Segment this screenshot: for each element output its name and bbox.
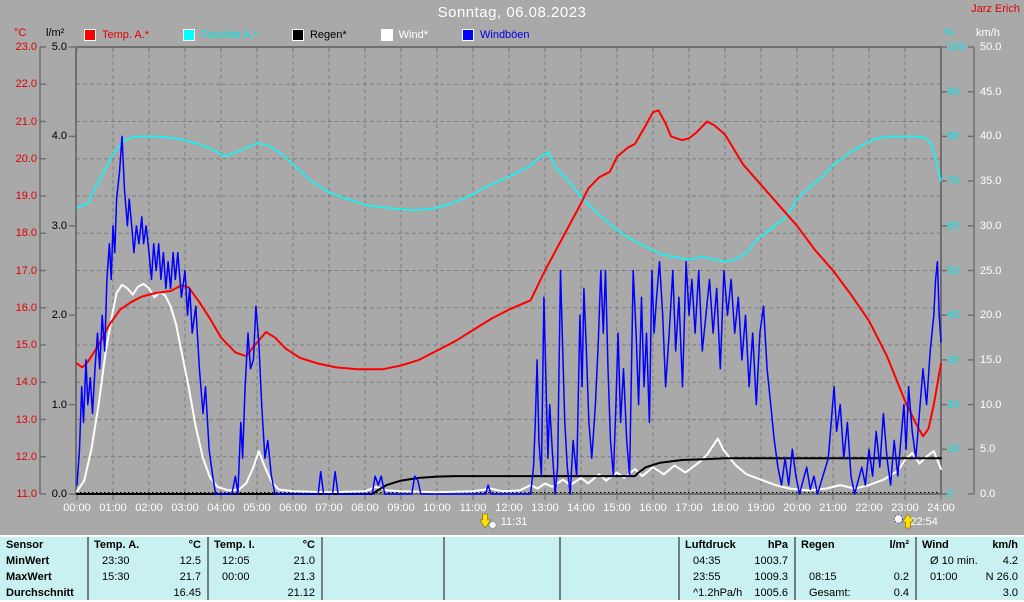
min-value: 4.2: [1002, 555, 1018, 567]
avg-time: ^1.2hPa/h: [693, 587, 743, 599]
stats-column-tempi: Temp. I. °C 12:05 21.0 00:00 21.3 21.12: [207, 537, 321, 600]
series-windböen: [76, 135, 942, 495]
legend-item-windböen[interactable]: Windböen: [462, 28, 530, 42]
avg-time: [89, 585, 173, 601]
legend-item-label: Regen*: [309, 29, 347, 41]
min-time: [323, 553, 437, 569]
page-title: Sonntag, 06.08.2023: [437, 4, 587, 21]
avg-time: [323, 585, 437, 601]
sensor-unit: l/m²: [889, 539, 909, 551]
legend-item-label: Feuchte A.*: [201, 29, 258, 41]
sensor-unit: km/h: [992, 539, 1018, 551]
sensor-name: Temp. A.: [94, 539, 140, 551]
moonrise-arrow-icon: [901, 513, 914, 529]
max-time: 23:55: [693, 571, 721, 583]
max-time: 15:30: [102, 571, 130, 583]
legend-item-tempa[interactable]: Temp. A.*: [84, 28, 149, 42]
sensor-name: Luftdruck: [685, 539, 736, 551]
stats-column-luftdruck: Luftdruck hPa 04:35 1003.7 23:55 1009.3 ^1.2hP…: [678, 537, 794, 600]
max-time: 00:00: [222, 571, 250, 583]
min-time: 04:35: [693, 555, 721, 567]
stats-column-empty: [443, 537, 559, 600]
stats-column-tempa: Temp. A. °C 23:30 12.5 15:30 21.7 16.45: [87, 537, 207, 600]
min-value: 21.0: [293, 555, 315, 567]
stats-column-wind: Wind km/h Ø 10 min. 4.2 01:00 N 26.0 3.0: [915, 537, 1024, 600]
sensor-name: Wind: [922, 539, 949, 551]
wind-axis-unit: km/h: [976, 27, 1000, 39]
max-value: 21.7: [179, 571, 201, 583]
avg-time: [917, 585, 1003, 601]
min-time: [796, 553, 909, 569]
stats-row-label: Durchschnitt: [6, 587, 74, 599]
sensor-unit: °C: [302, 539, 315, 551]
avg-value: 3.0: [1002, 587, 1018, 599]
moon-icon: [893, 514, 903, 524]
min-time: 23:30: [102, 555, 130, 567]
max-value: 1009.3: [754, 571, 788, 583]
series-feuchtea: [76, 135, 942, 263]
sensor-name: [561, 537, 672, 553]
station-owner-label: Jarz Erich: [971, 3, 1020, 15]
sensor-name: Regen: [801, 539, 835, 551]
stats-column-empty: [321, 537, 443, 600]
max-value: N 26.0: [985, 571, 1018, 583]
avg-value: 0.4: [893, 587, 909, 599]
min-time: Ø 10 min.: [930, 555, 978, 567]
min-value: 12.5: [179, 555, 201, 567]
legend-color-swatch-icon: [462, 29, 474, 41]
chart-legend: Temp. A.* Feuchte A.* Regen* Wind* Windböen: [84, 28, 564, 42]
max-time: [445, 569, 553, 585]
avg-time: Gesamt:: [809, 587, 851, 599]
stats-row-labels-column: Sensor MinWert MaxWert Durchschnitt: [0, 537, 87, 600]
legend-color-swatch-icon: [183, 29, 196, 41]
stats-row-label: MaxWert: [6, 571, 52, 583]
avg-value: 1005.6: [754, 587, 788, 599]
legend-item-label: Temp. A.*: [102, 29, 150, 41]
avg-value: 21.12: [287, 587, 315, 599]
humidity-axis-unit: %: [944, 27, 954, 39]
legend-item-label: Wind*: [398, 29, 428, 41]
stats-column-regen: Regen l/m² 08:15 0.2 Gesamt: 0.4: [794, 537, 915, 600]
legend-color-swatch-icon: [84, 29, 96, 41]
sensor-name: [445, 537, 553, 553]
min-time: 12:05: [222, 555, 250, 567]
series-regen: [76, 457, 942, 495]
max-value: 21.3: [293, 571, 315, 583]
max-time: [323, 569, 437, 585]
rain-axis-unit: l/m²: [46, 27, 65, 39]
daily-stats-table: Sensor MinWert MaxWert Durchschnitt Temp. A.…: [0, 535, 1024, 602]
max-time: 08:15: [809, 571, 837, 583]
avg-time: [561, 585, 672, 601]
min-time: [445, 553, 553, 569]
avg-time: [445, 585, 553, 601]
legend-item-wind[interactable]: Wind*: [380, 28, 428, 42]
sensor-name: [323, 537, 437, 553]
legend-item-regen[interactable]: Regen*: [291, 28, 347, 42]
temp-axis-unit: °C: [14, 27, 27, 39]
max-time: [561, 569, 672, 585]
max-value: 0.2: [893, 571, 909, 583]
legend-color-swatch-icon: [380, 29, 393, 41]
moon-icon: [488, 521, 497, 529]
sensor-unit: °C: [188, 539, 201, 551]
stats-column-empty: [559, 537, 678, 600]
legend-color-swatch-icon: [291, 29, 304, 41]
max-time: 01:00: [930, 571, 958, 583]
legend-item-feuchtea[interactable]: Feuchte A.*: [183, 28, 258, 42]
min-time: [561, 553, 672, 569]
sensor-name: Temp. I.: [214, 539, 255, 551]
stats-row-label: Sensor: [6, 539, 44, 551]
sensor-unit: hPa: [767, 539, 788, 551]
legend-item-label: Windböen: [480, 29, 530, 41]
moonset-arrow-icon: [479, 513, 492, 529]
series-tempa: [76, 109, 942, 438]
min-value: 1003.7: [754, 555, 788, 567]
avg-time: [209, 585, 287, 601]
stats-row-label: MinWert: [6, 555, 50, 567]
avg-value: 16.45: [173, 587, 201, 599]
